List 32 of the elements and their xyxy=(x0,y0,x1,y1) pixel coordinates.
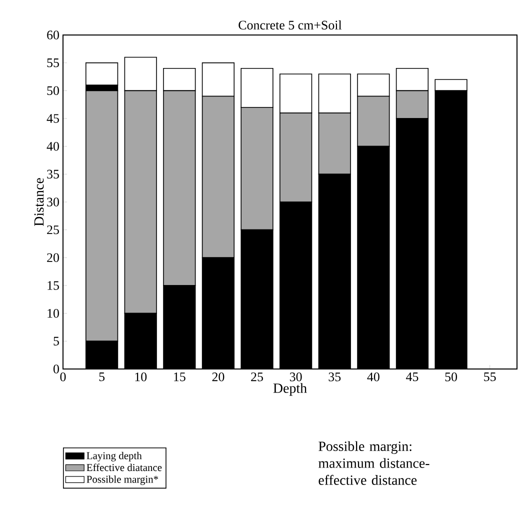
y-tick-label: 0 xyxy=(54,364,59,374)
x-tick-label: 0 xyxy=(60,372,66,382)
y-tick-label: 55 xyxy=(47,58,59,68)
chart-title: Concrete 5 cm+Soil xyxy=(238,20,342,30)
x-tick-label: 25 xyxy=(251,372,263,382)
y-tick-label: 30 xyxy=(47,198,59,206)
y-tick-label: 60 xyxy=(47,30,59,40)
y-tick-label: 50 xyxy=(47,86,59,96)
y-tick-label: 25 xyxy=(47,225,59,234)
x-tick-label: 40 xyxy=(367,372,380,382)
y-tick-label: 15 xyxy=(48,281,59,290)
y-tick-label: 35 xyxy=(47,170,59,179)
x-tick-label: 45 xyxy=(406,372,418,382)
x-tick-label: 5 xyxy=(99,372,105,382)
x-tick-label: 50 xyxy=(445,372,458,382)
x-tick-label: 20 xyxy=(212,372,224,382)
x-tick-label: 55 xyxy=(484,372,496,382)
y-tick-label: 10 xyxy=(48,308,59,318)
legend-label: Laying depth xyxy=(86,452,142,462)
y-tick-label: 5 xyxy=(54,336,59,346)
legend-label: Effective diatance xyxy=(86,464,162,472)
x-tick-label: 35 xyxy=(328,372,341,382)
x-tick-label: 15 xyxy=(174,372,186,382)
y-tick-label: 45 xyxy=(46,114,59,123)
y-tick-label: 40 xyxy=(46,142,59,151)
x-tick-label: 10 xyxy=(135,372,147,382)
x-tick-label: 30 xyxy=(290,372,302,382)
x-axis-title: Depth xyxy=(273,383,307,396)
y-axis-title: Distance xyxy=(34,178,44,226)
legend-label: Possible margin* xyxy=(86,475,158,485)
text: Possible margin: maximum distance-effective distance xyxy=(318,441,430,485)
y-tick-label: 20 xyxy=(47,253,59,262)
